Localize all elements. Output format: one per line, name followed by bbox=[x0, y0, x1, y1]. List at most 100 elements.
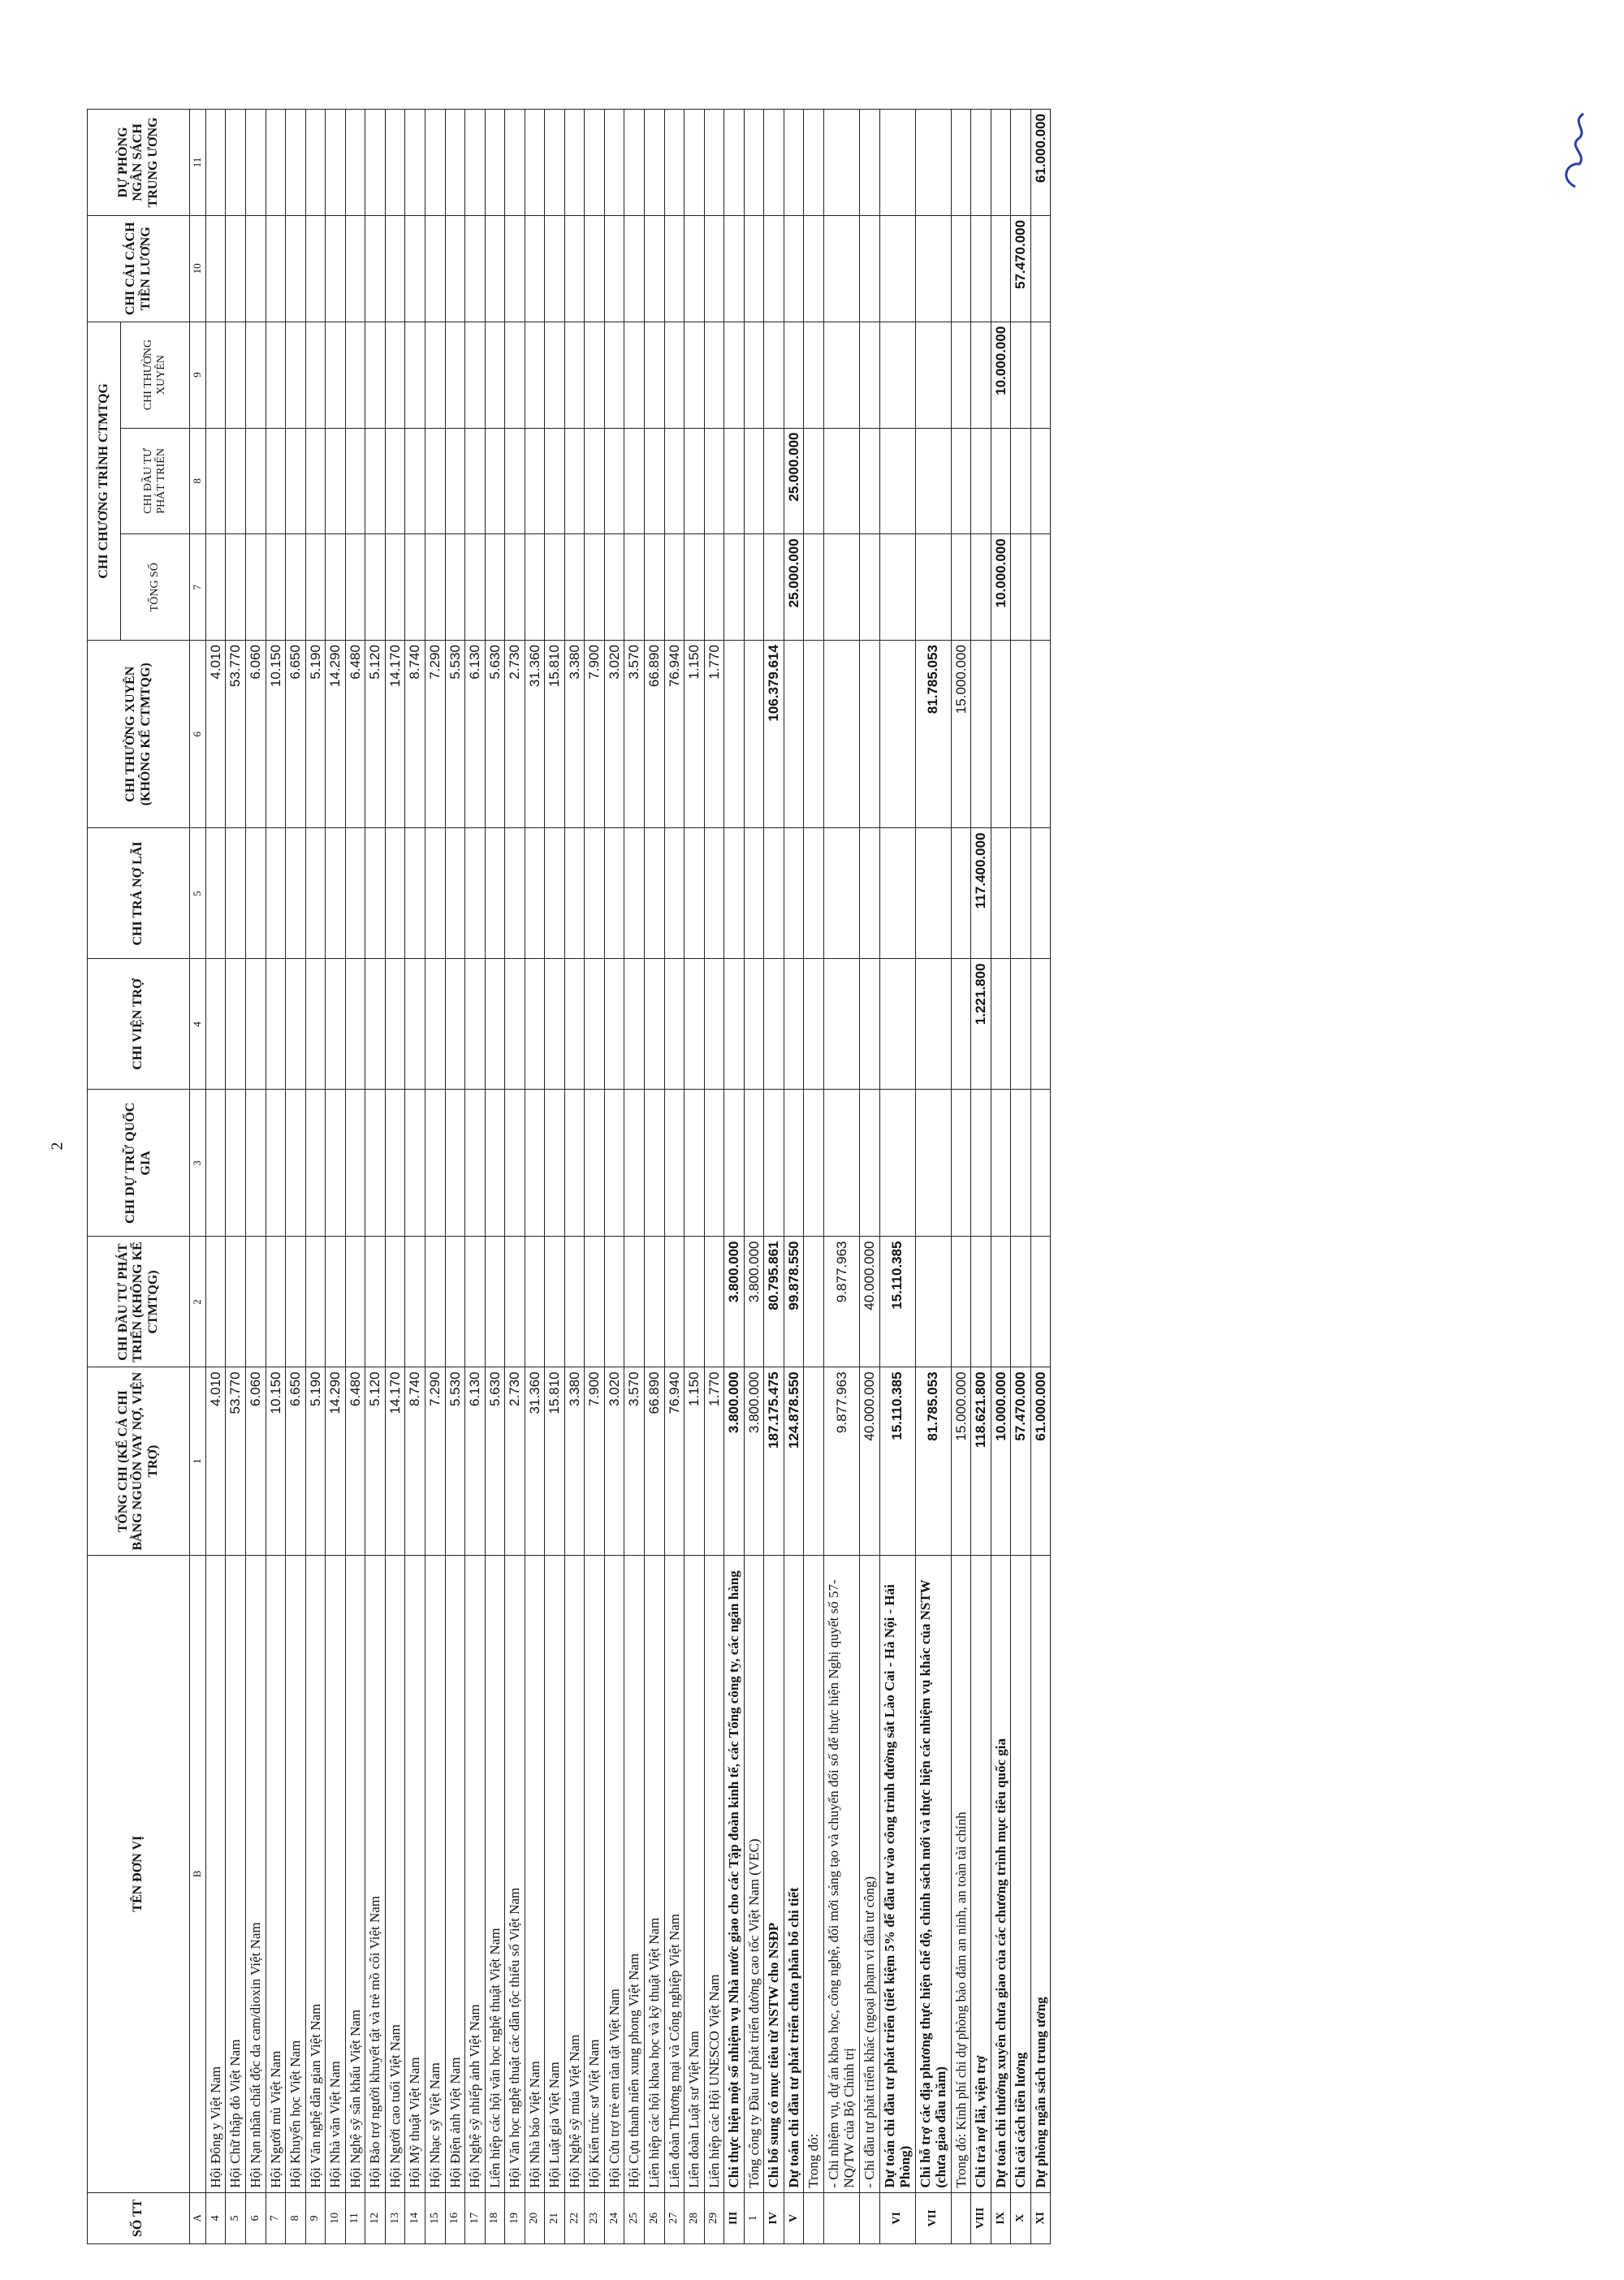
cell: Hội Cứu trợ trẻ em tàn tật Việt Nam bbox=[604, 1555, 624, 2193]
cell bbox=[564, 827, 585, 959]
cell bbox=[915, 958, 952, 1090]
cell bbox=[1010, 428, 1031, 534]
cell bbox=[991, 109, 1011, 216]
cell bbox=[723, 827, 745, 959]
cell: IX bbox=[991, 2192, 1011, 2244]
cell bbox=[915, 827, 952, 959]
cell: 5.630 bbox=[485, 640, 505, 828]
cell bbox=[205, 958, 226, 1090]
cell bbox=[951, 109, 971, 216]
cell: 10.000.000 bbox=[991, 322, 1011, 429]
cell: 3.020 bbox=[604, 640, 624, 828]
cell bbox=[325, 533, 346, 641]
cell bbox=[1010, 1237, 1031, 1367]
cell bbox=[859, 640, 880, 828]
cell bbox=[445, 322, 465, 429]
cell bbox=[1010, 1089, 1031, 1237]
cell: V bbox=[784, 2192, 804, 2244]
cell bbox=[951, 827, 971, 959]
cell bbox=[425, 958, 445, 1090]
cell: Hội Nghệ sỹ múa Việt Nam bbox=[564, 1555, 585, 2193]
page-number: 2 bbox=[48, 1142, 67, 1151]
cell bbox=[464, 322, 486, 429]
cell bbox=[915, 428, 952, 534]
cell bbox=[225, 109, 246, 216]
table-row: 1 Tổng công ty Đầu tư phát triển đường ca… bbox=[744, 109, 764, 2244]
cell bbox=[564, 1089, 585, 1237]
cell: 13 bbox=[385, 2192, 405, 2244]
cell bbox=[584, 322, 605, 429]
cell bbox=[285, 958, 306, 1090]
table-row: III Chi thực hiện một số nhiệm vụ Nhà nướ… bbox=[723, 109, 745, 2244]
header-cell: CHI VIỆN TRỢ bbox=[87, 958, 190, 1090]
cell bbox=[624, 215, 645, 322]
cell bbox=[879, 827, 916, 959]
cell: 9.877.963 bbox=[823, 1367, 860, 1556]
cell bbox=[704, 428, 724, 534]
cell: IV bbox=[763, 2192, 784, 2244]
header-cell: CHI ĐẦU TƯ PHÁT TRIỂN bbox=[120, 428, 190, 534]
cell bbox=[504, 533, 525, 641]
cell: 29 bbox=[704, 2192, 724, 2244]
cell: 15.110.385 bbox=[879, 1367, 916, 1556]
rotated-table: SỐ TT TÊN ĐƠN VỊ TỔNG CHI (KỂ CẢ CHI BẰN… bbox=[87, 109, 1051, 2244]
cell bbox=[525, 958, 545, 1090]
cell: 2.730 bbox=[504, 1367, 525, 1556]
cell bbox=[525, 1089, 545, 1237]
cell: A bbox=[189, 2192, 206, 2244]
cell bbox=[544, 827, 565, 959]
cell bbox=[345, 958, 365, 1090]
cell bbox=[584, 109, 605, 216]
cell bbox=[859, 1089, 880, 1237]
cell bbox=[385, 109, 405, 216]
cell bbox=[525, 827, 545, 959]
table-body: A B 1 2 3 4 5 6 7 8 9 10 11 4 Hội Đông y Việt Nam 4.010… bbox=[189, 109, 1051, 2244]
cell: Hội Văn học nghệ thuật các dân tộc thiểu… bbox=[504, 1555, 525, 2193]
header-cell: CHI DỰ TRỮ QUỐC GIA bbox=[87, 1089, 190, 1237]
cell bbox=[564, 428, 585, 534]
cell bbox=[684, 1089, 705, 1237]
cell bbox=[205, 322, 226, 429]
cell: 8.740 bbox=[404, 640, 425, 828]
cell bbox=[624, 958, 645, 1090]
cell bbox=[485, 827, 505, 959]
cell bbox=[970, 428, 991, 534]
cell bbox=[564, 958, 585, 1090]
cell: 5.120 bbox=[365, 1367, 386, 1556]
cell bbox=[823, 322, 860, 429]
cell bbox=[991, 428, 1011, 534]
cell: Hội Nhà văn Việt Nam bbox=[325, 1555, 346, 2193]
cell bbox=[1030, 958, 1051, 1090]
cell bbox=[951, 2192, 971, 2244]
header-cell: CHI TRẢ NỢ LÃI bbox=[87, 827, 190, 959]
cell bbox=[951, 322, 971, 429]
cell bbox=[664, 1089, 685, 1237]
cell bbox=[951, 1237, 971, 1367]
cell bbox=[644, 109, 665, 216]
cell: 25 bbox=[624, 2192, 645, 2244]
cell bbox=[879, 640, 916, 828]
cell: Hội Người cao tuổi Việt Nam bbox=[385, 1555, 405, 2193]
cell: 14.170 bbox=[385, 640, 405, 828]
cell bbox=[744, 958, 764, 1090]
cell bbox=[365, 322, 386, 429]
cell: 118.621.800 bbox=[970, 1367, 991, 1556]
cell bbox=[464, 958, 486, 1090]
cell: 5.630 bbox=[485, 1367, 505, 1556]
cell: 53.770 bbox=[225, 1367, 246, 1556]
cell bbox=[205, 428, 226, 534]
cell bbox=[345, 1089, 365, 1237]
header-cell: TÊN ĐƠN VỊ bbox=[87, 1555, 190, 2193]
cell bbox=[205, 1089, 226, 1237]
table-row: 15 Hội Nhạc sỹ Việt Nam 7.290 7.290 bbox=[425, 109, 445, 2244]
cell bbox=[245, 827, 266, 959]
cell bbox=[385, 827, 405, 959]
cell: 4.010 bbox=[205, 640, 226, 828]
cell bbox=[504, 428, 525, 534]
cell: Liên hiệp các hội văn học nghệ thuật Việ… bbox=[485, 1555, 505, 2193]
cell bbox=[425, 428, 445, 534]
cell: Hội Mỹ thuật Việt Nam bbox=[404, 1555, 425, 2193]
cell: 15.000.000 bbox=[951, 1367, 971, 1556]
cell bbox=[445, 1237, 465, 1367]
cell bbox=[644, 533, 665, 641]
